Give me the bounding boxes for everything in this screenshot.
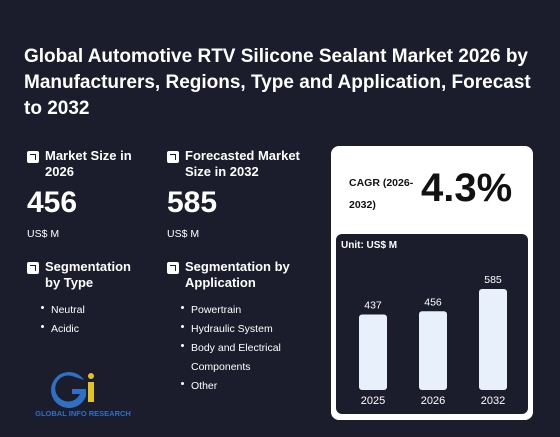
forecast-size-value: 585 xyxy=(167,186,218,219)
application-item: Powertrain xyxy=(181,301,291,320)
forecast-size-unit: US$ M xyxy=(167,228,200,240)
segmentation-application-block: Segmentation by Application Powertrain H… xyxy=(167,259,305,396)
bar-value-label: 456 xyxy=(424,296,442,308)
application-item: Body and Electrical Components xyxy=(181,339,291,377)
segmentation-type-label: Segmentation by Type xyxy=(45,259,131,290)
logo-text: GLOBAL INFO RESEARCH xyxy=(35,409,131,418)
x-tick-label: 2025 xyxy=(361,395,385,407)
bar-chart-panel: Unit: US$ M 437 2025 456 2026 585 2032 xyxy=(336,234,528,414)
x-tick-label: 2026 xyxy=(421,395,445,407)
trend-arrow-icon xyxy=(27,262,39,274)
page-title: Global Automotive RTV Silicone Sealant M… xyxy=(24,46,531,119)
application-list: Powertrain Hydraulic System Body and Ele… xyxy=(181,301,291,396)
x-tick-label: 2032 xyxy=(481,395,505,407)
global-info-research-logo: GLOBAL INFO RESEARCH xyxy=(28,371,138,418)
application-item: Other xyxy=(181,377,291,396)
trend-arrow-icon xyxy=(167,262,179,274)
bar-value-label: 437 xyxy=(364,300,382,312)
logo-mark-icon: GLOBAL INFO RESEARCH xyxy=(35,371,131,418)
cagr-label: CAGR (2026-2032) xyxy=(349,177,414,211)
market-size-block: Market Size in 2026 456 US$ M xyxy=(27,148,145,240)
type-item: Neutral xyxy=(41,301,145,320)
type-list: Neutral Acidic xyxy=(41,301,145,339)
market-size-label: Market Size in 2026 xyxy=(45,148,132,179)
forecast-size-label: Forecasted Market Size in 2032 xyxy=(185,148,300,179)
trend-arrow-icon xyxy=(27,151,39,163)
market-size-value: 456 xyxy=(27,186,78,219)
bar-2025 xyxy=(359,314,387,390)
cagr-card: CAGR (2026-2032) 4.3% Unit: US$ M 437 202… xyxy=(331,146,533,420)
market-size-unit: US$ M xyxy=(27,228,60,240)
application-item: Hydraulic System xyxy=(181,320,291,339)
cagr-value: 4.3% xyxy=(421,166,513,210)
bar-2032 xyxy=(479,289,507,390)
segmentation-application-label: Segmentation by Application xyxy=(185,259,290,290)
bar-chart: 437 2025 456 2026 585 2032 xyxy=(359,274,507,407)
forecast-size-block: Forecasted Market Size in 2032 585 US$ M xyxy=(167,148,325,240)
trend-arrow-icon xyxy=(167,151,179,163)
type-item: Acidic xyxy=(41,320,145,339)
bar-value-label: 585 xyxy=(484,274,502,286)
segmentation-type-block: Segmentation by Type Neutral Acidic xyxy=(27,259,145,339)
chart-unit-label: Unit: US$ M xyxy=(341,240,398,251)
bar-2026 xyxy=(419,311,447,390)
